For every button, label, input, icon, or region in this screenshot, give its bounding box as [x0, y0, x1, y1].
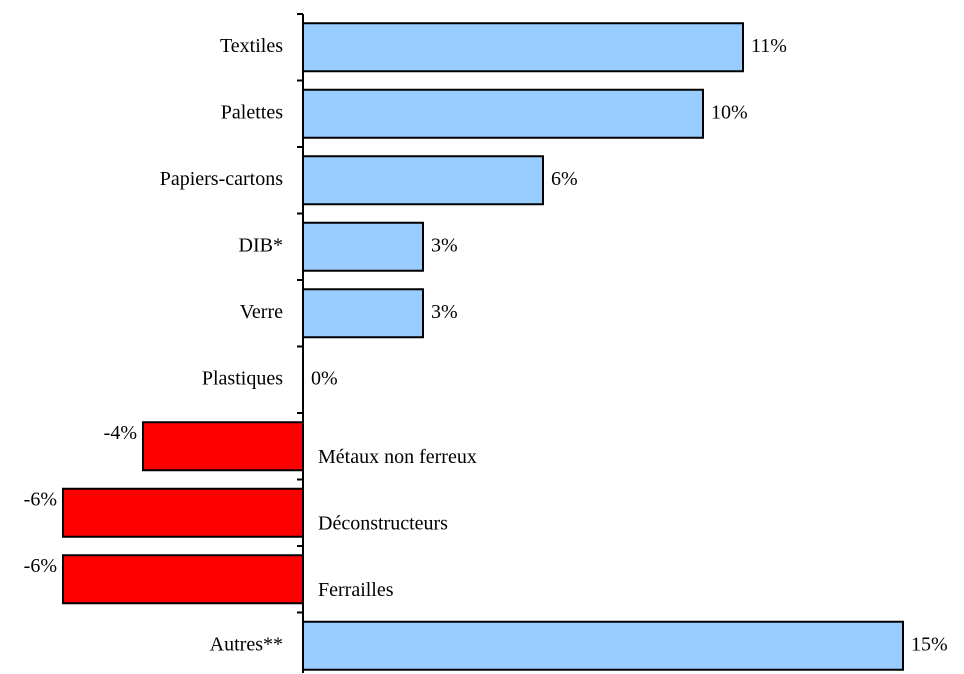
bar: [302, 288, 424, 339]
category-label: Ferrailles: [318, 579, 394, 601]
bar: [302, 88, 704, 139]
bar: [302, 155, 544, 206]
value-label: -6%: [24, 488, 57, 510]
category-label: Verre: [240, 301, 283, 323]
category-label: Textiles: [220, 35, 283, 57]
value-label: 6%: [551, 168, 578, 190]
bar: [142, 421, 304, 472]
value-label: -6%: [24, 555, 57, 577]
category-label: Autres**: [210, 633, 283, 655]
category-label: Palettes: [221, 101, 283, 123]
value-label: 0%: [311, 367, 338, 389]
value-label: 11%: [751, 35, 787, 57]
value-label: 15%: [911, 633, 948, 655]
value-label: 3%: [431, 301, 458, 323]
category-label: Déconstructeurs: [318, 512, 448, 534]
bar: [62, 554, 304, 605]
value-label: 10%: [711, 101, 748, 123]
value-label: 3%: [431, 234, 458, 256]
bar: [302, 221, 424, 272]
bar: [302, 620, 904, 671]
category-label: Métaux non ferreux: [318, 446, 477, 468]
bar: [302, 22, 744, 73]
category-label: Plastiques: [202, 367, 283, 389]
category-label: DIB*: [239, 234, 283, 256]
category-label: Papiers-cartons: [160, 168, 284, 190]
bar: [62, 487, 304, 538]
value-label: -4%: [104, 422, 137, 444]
